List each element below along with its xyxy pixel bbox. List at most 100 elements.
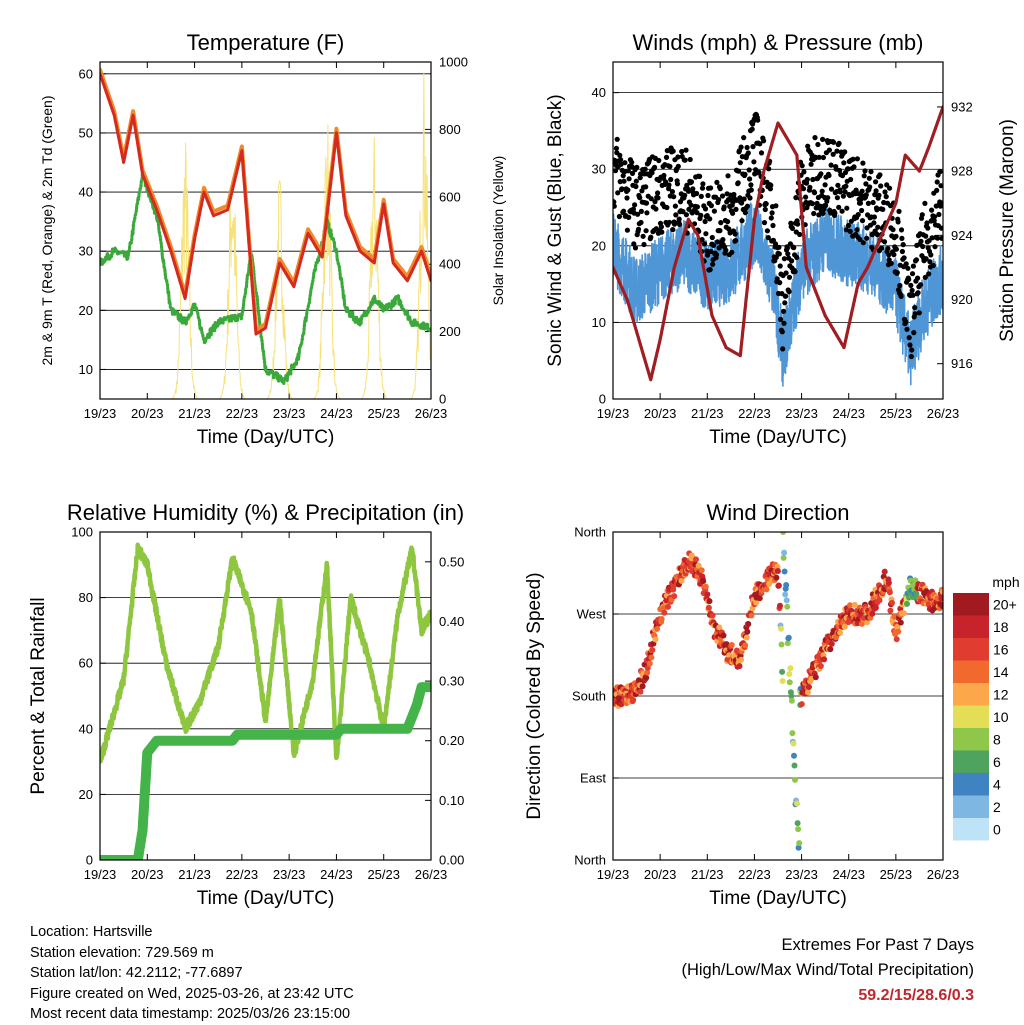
direction-point xyxy=(939,603,943,609)
gust-point xyxy=(874,231,880,238)
gust-point xyxy=(908,353,914,360)
direction-point xyxy=(841,623,848,630)
direction-point xyxy=(794,800,801,807)
gust-point xyxy=(825,195,831,201)
tick-label-left: 10 xyxy=(79,362,93,377)
gust-point xyxy=(820,154,827,161)
gust-point xyxy=(859,188,865,194)
gust-point xyxy=(737,195,743,201)
direction-point xyxy=(789,730,796,737)
chart-title-direction: Wind Direction xyxy=(706,500,849,525)
gust-point xyxy=(789,225,796,231)
gust-point xyxy=(836,204,842,210)
gust-point xyxy=(844,205,850,211)
gust-point xyxy=(751,159,757,165)
direction-point xyxy=(678,577,685,584)
gust-point xyxy=(702,218,708,225)
gust-point xyxy=(862,168,868,174)
gust-point xyxy=(720,237,726,243)
gust-point xyxy=(896,208,902,214)
gust-point xyxy=(634,164,640,170)
gust-point xyxy=(793,195,799,201)
gust-point xyxy=(733,206,739,212)
gust-point xyxy=(841,160,847,166)
gust-point xyxy=(671,221,678,227)
tick-label-x: 23/23 xyxy=(273,867,306,882)
gust-point xyxy=(776,251,782,257)
gust-point xyxy=(832,210,838,216)
gust-point xyxy=(745,150,751,156)
gust-point xyxy=(699,185,706,191)
tick-label-left: 40 xyxy=(592,85,606,100)
direction-point xyxy=(795,826,802,833)
gust-point xyxy=(750,144,756,150)
gust-point xyxy=(815,141,821,148)
gust-point xyxy=(676,216,682,222)
gust-point xyxy=(880,206,886,212)
y-axis-label-left: 2m & 9m T (Red, Orange) & 2m Td (Green) xyxy=(39,96,55,366)
legend-label: 0 xyxy=(993,821,1001,837)
gust-point xyxy=(625,187,631,193)
tick-label-x: 21/23 xyxy=(178,406,211,421)
gust-point xyxy=(664,204,670,211)
chart-humidity: Relative Humidity (%) & Precipitation (i… xyxy=(28,500,464,909)
direction-point xyxy=(939,588,943,595)
direction-point xyxy=(872,604,879,611)
gust-point xyxy=(687,156,693,163)
gust-point xyxy=(910,263,917,269)
series-pressure xyxy=(613,105,943,382)
gust-point xyxy=(923,233,929,239)
tick-label-x: 21/23 xyxy=(691,406,724,421)
gust-point xyxy=(742,171,748,177)
gust-point xyxy=(850,156,856,162)
gust-point xyxy=(694,204,701,210)
gust-point xyxy=(823,202,829,209)
tick-label-x: 19/23 xyxy=(84,406,117,421)
gust-point xyxy=(733,238,739,244)
tick-label-left: North xyxy=(574,525,606,540)
figure-created: Figure created on Wed, 2025-03-26, at 23… xyxy=(30,985,354,1002)
direction-point xyxy=(646,660,653,667)
tick-label-x: 19/23 xyxy=(597,406,630,421)
legend-label: 6 xyxy=(993,754,1001,770)
direction-point xyxy=(806,684,812,690)
gust-point xyxy=(873,179,879,185)
legend-swatch xyxy=(953,750,989,773)
gust-point xyxy=(677,221,683,227)
gust-point xyxy=(731,191,737,198)
direction-point xyxy=(742,642,749,649)
gust-point xyxy=(803,194,809,200)
gust-point xyxy=(909,287,915,293)
gust-point xyxy=(901,255,907,261)
direction-point xyxy=(817,663,824,669)
gust-point xyxy=(613,203,617,209)
gust-point xyxy=(873,188,879,194)
station-latlon: Station lat/lon: 42.2112; -77.6897 xyxy=(30,965,243,982)
direction-point xyxy=(828,640,835,647)
tick-label-x: 21/23 xyxy=(691,867,724,882)
direction-point xyxy=(748,612,755,619)
direction-point xyxy=(782,591,789,598)
station-location: Location: Hartsville xyxy=(30,924,153,940)
legend-label: 16 xyxy=(993,641,1009,657)
direction-point xyxy=(900,610,907,617)
gust-point xyxy=(617,179,623,185)
gust-point xyxy=(890,227,896,233)
gust-point xyxy=(666,219,673,225)
gust-point xyxy=(725,173,731,179)
gust-point xyxy=(834,148,840,154)
direction-point xyxy=(778,625,784,632)
direction-point xyxy=(781,549,788,556)
gust-point xyxy=(694,190,700,197)
gust-point xyxy=(908,282,914,288)
gust-point xyxy=(859,207,865,214)
gust-point xyxy=(836,140,842,146)
gust-point xyxy=(863,181,869,187)
gust-point xyxy=(683,212,690,218)
gust-point xyxy=(906,335,912,341)
gust-point xyxy=(762,206,768,213)
direction-point xyxy=(788,693,795,699)
direction-point xyxy=(743,634,750,641)
direction-point xyxy=(858,620,865,627)
gust-point xyxy=(776,244,782,250)
